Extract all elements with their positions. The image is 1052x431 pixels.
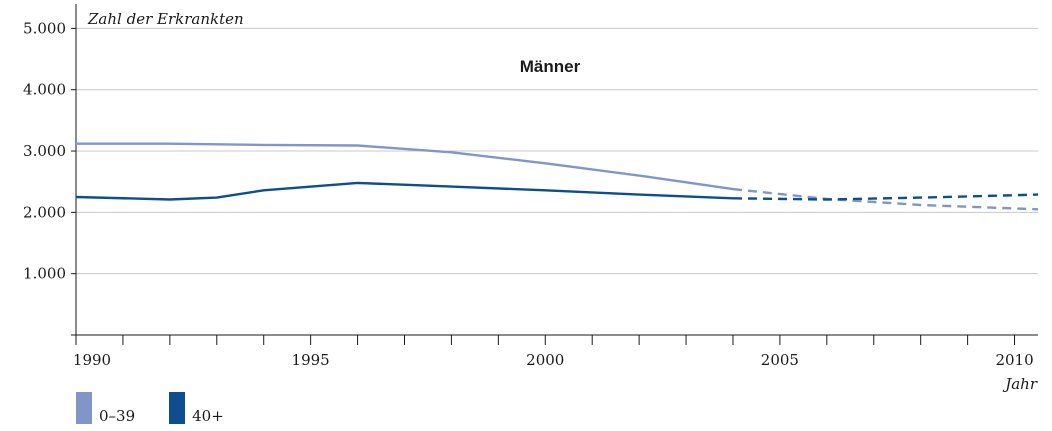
y-tick-label-5000: 5.000	[23, 19, 66, 37]
x-axis-label: Jahr	[1002, 375, 1038, 393]
legend: 0–39 40+	[76, 392, 224, 424]
chart-title: Männer	[520, 57, 581, 76]
x-tick-label-2005: 2005	[761, 351, 799, 369]
y-tick-label-2000: 2.000	[23, 203, 66, 221]
series-projection-1	[732, 193, 1039, 201]
gridlines	[76, 27, 1038, 275]
y-tick-label-3000: 3.000	[23, 142, 66, 160]
y-tick-label-1000: 1.000	[23, 265, 66, 283]
x-tick-label-2000: 2000	[526, 351, 564, 369]
axes	[71, 4, 1038, 336]
legend-swatch-40-plus	[169, 392, 186, 424]
x-tick-label-2010: 2010	[995, 351, 1033, 369]
legend-item-40-plus: 40+	[169, 392, 224, 424]
legend-item-0-39: 0–39	[76, 392, 135, 424]
series-line-0	[76, 142, 734, 191]
series-line-1	[75, 181, 734, 201]
y-tick-label-4000: 4.000	[23, 81, 66, 99]
x-tick-label-1990: 1990	[73, 351, 111, 369]
legend-label-0-39: 0–39	[99, 407, 136, 425]
series-lines	[75, 142, 1039, 211]
tick-marks: 1.000 2.000 3.000 4.000 5.000 1990 1995 2000 200…	[23, 19, 1034, 369]
series-projection-0	[732, 187, 1039, 211]
legend-swatch-0-39	[76, 392, 92, 424]
x-tick-label-1995: 1995	[292, 351, 330, 369]
legend-label-40-plus: 40+	[192, 407, 224, 425]
y-axis-label: Zahl der Erkrankten	[87, 10, 244, 28]
